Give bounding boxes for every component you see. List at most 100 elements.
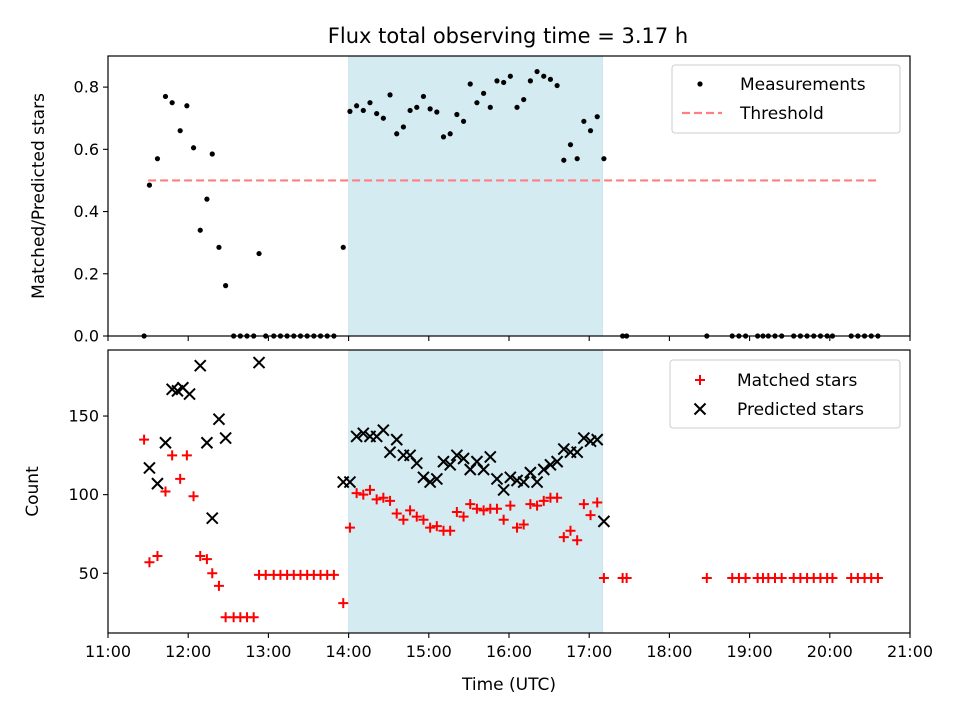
- matched-star-point: [478, 505, 489, 516]
- predicted-star-point: [544, 458, 557, 471]
- bottom-y-tick-label: 150: [68, 407, 99, 426]
- measurement-point: [169, 100, 175, 106]
- predicted-star-point: [423, 475, 437, 489]
- predicted-star-point: [597, 515, 611, 528]
- matched-star-point: [160, 486, 171, 497]
- legend-marker-predicted-stars: [693, 402, 707, 416]
- predicted-star-point: [377, 423, 390, 437]
- bottom-legend-box: [669, 359, 901, 429]
- predicted-star-point: [417, 471, 430, 484]
- bottom-shaded-span: [348, 349, 603, 634]
- top-legend: Measurements Threshold: [671, 64, 901, 134]
- predicted-star-point: [530, 475, 544, 489]
- predicted-star-point: [252, 356, 266, 369]
- matched-star-point: [328, 569, 339, 580]
- matched-star-point: [458, 511, 469, 522]
- matched-star-point: [585, 510, 596, 521]
- measurement-point: [146, 182, 153, 188]
- x-tick-label: 17:00: [566, 642, 612, 661]
- matched-star-point: [418, 514, 429, 525]
- matched-star-point: [491, 503, 502, 514]
- predicted-star-point: [504, 471, 517, 484]
- measurement-point: [474, 100, 480, 106]
- matched-star-point: [572, 535, 583, 546]
- matched-star-point: [213, 580, 224, 591]
- matched-star-point: [358, 489, 369, 500]
- chart-title: Flux total observing time = 3.17 h: [328, 24, 688, 48]
- measurement-point: [209, 151, 215, 157]
- measurement-point: [581, 118, 587, 124]
- matched-star-point: [565, 525, 576, 536]
- legend-label-predicted-stars: Predicted stars: [737, 400, 864, 420]
- x-tick-label: 18:00: [646, 642, 692, 661]
- x-tick-label: 12:00: [165, 642, 211, 661]
- measurement-point: [374, 110, 380, 117]
- measurement-point: [434, 109, 440, 115]
- measurement-point: [380, 115, 386, 121]
- measurement-point: [541, 73, 547, 79]
- matched-star-point: [405, 505, 416, 516]
- matched-star-point: [152, 550, 163, 561]
- predicted-star-point: [591, 433, 604, 446]
- matched-star-point: [451, 506, 462, 517]
- measurement-point: [521, 96, 527, 103]
- predicted-star-point: [357, 427, 370, 440]
- matched-star-point: [558, 532, 569, 543]
- legend-marker-matched-stars: [695, 375, 705, 385]
- measurement-point: [347, 108, 353, 114]
- predicted-star-point: [151, 477, 164, 490]
- bottom-y-tick-label: 50: [79, 564, 99, 583]
- x-tick-label: 16:00: [486, 642, 532, 661]
- matched-star-point: [505, 500, 516, 511]
- predicted-star-point: [517, 475, 530, 489]
- predicted-star-point: [430, 472, 444, 486]
- predicted-star-point: [524, 466, 537, 479]
- measurement-point: [467, 81, 473, 87]
- x-tick-label: 19:00: [727, 642, 773, 661]
- measurement-point: [367, 100, 373, 106]
- predicted-star-point: [443, 458, 457, 471]
- predicted-star-point: [457, 452, 470, 465]
- matched-star-point: [371, 494, 382, 505]
- measurement-point: [561, 157, 567, 163]
- measurement-point: [454, 111, 460, 118]
- measurement-point: [534, 68, 540, 75]
- matched-stars-points: [139, 434, 883, 623]
- measurement-point: [587, 128, 594, 134]
- measurement-point: [407, 107, 413, 114]
- predicted-star-point: [194, 359, 207, 372]
- matched-star-point: [872, 572, 883, 583]
- predicted-star-point: [477, 463, 490, 476]
- matched-star-point: [512, 522, 523, 533]
- predicted-stars-points: [143, 356, 611, 528]
- predicted-star-point: [570, 445, 584, 459]
- predicted-star-point: [550, 455, 564, 468]
- matched-star-point: [532, 500, 543, 511]
- predicted-star-point: [206, 512, 219, 525]
- matched-star-point: [471, 503, 482, 514]
- x-tick-label: 14:00: [326, 642, 372, 661]
- measurement-point: [256, 250, 262, 257]
- matched-star-point: [425, 522, 436, 533]
- x-axis-label: Time (UTC): [461, 675, 556, 695]
- measurement-point: [427, 106, 433, 112]
- matched-star-point: [740, 572, 751, 583]
- predicted-star-point: [350, 430, 363, 443]
- top-y-axis-label: Matched/Predicted stars: [29, 93, 49, 299]
- predicted-star-point: [159, 436, 172, 449]
- predicted-star-point: [450, 449, 464, 462]
- matched-star-point: [391, 508, 402, 519]
- measurement-point: [223, 283, 229, 289]
- matched-star-point: [598, 572, 609, 583]
- predicted-star-point: [200, 436, 214, 449]
- measurement-point: [567, 142, 574, 148]
- measurement-point: [340, 244, 346, 250]
- measurement-point: [601, 156, 607, 162]
- matched-star-point: [248, 612, 259, 623]
- matched-star-point: [398, 514, 409, 525]
- matched-star-point: [338, 598, 349, 609]
- matched-star-point: [181, 450, 192, 461]
- measurement-point: [154, 156, 161, 162]
- predicted-star-point: [410, 456, 423, 470]
